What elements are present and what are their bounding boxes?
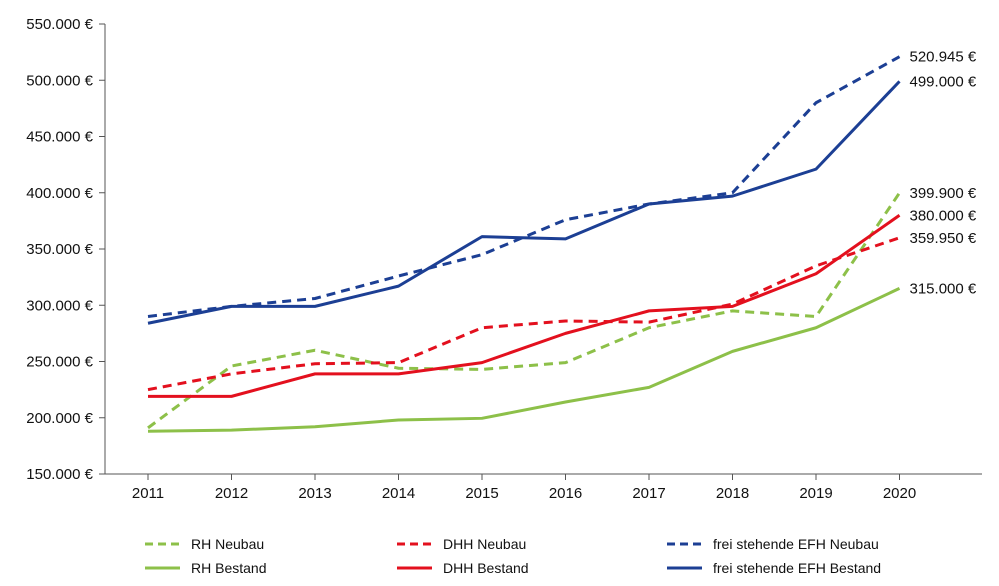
end-labels: 520.945 € 499.000 € 399.900 € 380.000 € 359.… [910, 49, 977, 298]
legend-label: DHH Bestand [443, 560, 529, 576]
legend-item-rh-bestand: RH Bestand [145, 560, 266, 576]
legend-item-dhh-neubau: DHH Neubau [397, 536, 526, 552]
legend-item-rh-neubau: RH Neubau [145, 536, 264, 552]
series-line-rh-bestand [147, 287, 901, 433]
legend-item-frei-stehende-efh-bestand: frei stehende EFH Bestand [667, 560, 881, 576]
y-tick-label: 500.000 € [26, 72, 93, 89]
y-tick-label: 400.000 € [26, 185, 93, 202]
legend-label: frei stehende EFH Neubau [713, 536, 879, 552]
x-tick-label: 2017 [632, 485, 665, 502]
end-label-dhh-bestand: 380.000 € [910, 207, 977, 224]
series-line-rh-neubau [147, 192, 901, 430]
x-tick-label: 2018 [716, 485, 749, 502]
y-tick-label: 350.000 € [26, 241, 93, 258]
x-tick-label: 2020 [883, 485, 916, 502]
legend-item-dhh-bestand: DHH Bestand [397, 560, 529, 576]
y-tick-label: 150.000 € [26, 466, 93, 483]
y-tick-label: 450.000 € [26, 129, 93, 146]
legend-label: DHH Neubau [443, 536, 526, 552]
end-label-rh-bestand: 315.000 € [910, 280, 977, 297]
plot-axes: 550.000 € 500.000 € 450.000 € 400.000 € 350.… [26, 16, 982, 502]
legend-label: RH Bestand [191, 560, 266, 576]
end-label-frei-stehende-efh-bestand: 499.000 € [910, 73, 977, 90]
end-label-frei-stehende-efh-neubau: 520.945 € [910, 49, 977, 66]
legend-label: RH Neubau [191, 536, 264, 552]
series-line-frei-stehende-efh-neubau [147, 55, 901, 318]
x-tick-label: 2016 [549, 485, 582, 502]
y-tick-label: 550.000 € [26, 16, 93, 33]
x-tick-label: 2019 [799, 485, 832, 502]
end-label-dhh-neubau: 359.950 € [910, 230, 977, 247]
series-lines [147, 55, 901, 433]
y-tick-label: 200.000 € [26, 410, 93, 427]
legend: RH Neubau DHH Neubau frei stehende EFH Neu… [145, 536, 881, 576]
x-tick-label: 2015 [465, 485, 498, 502]
legend-item-frei-stehende-efh-neubau: frei stehende EFH Neubau [667, 536, 879, 552]
y-tick-label: 250.000 € [26, 354, 93, 371]
legend-label: frei stehende EFH Bestand [713, 560, 881, 576]
end-label-rh-neubau: 399.900 € [910, 185, 977, 202]
x-tick-label: 2012 [215, 485, 248, 502]
x-tick-label: 2011 [132, 485, 164, 502]
series-line-dhh-neubau [147, 236, 900, 392]
series-line-frei-stehende-efh-bestand [147, 80, 901, 325]
x-tick-label: 2013 [298, 485, 331, 502]
x-tick-label: 2014 [382, 485, 415, 502]
y-tick-label: 300.000 € [26, 297, 93, 314]
series-line-dhh-bestand [148, 214, 901, 398]
